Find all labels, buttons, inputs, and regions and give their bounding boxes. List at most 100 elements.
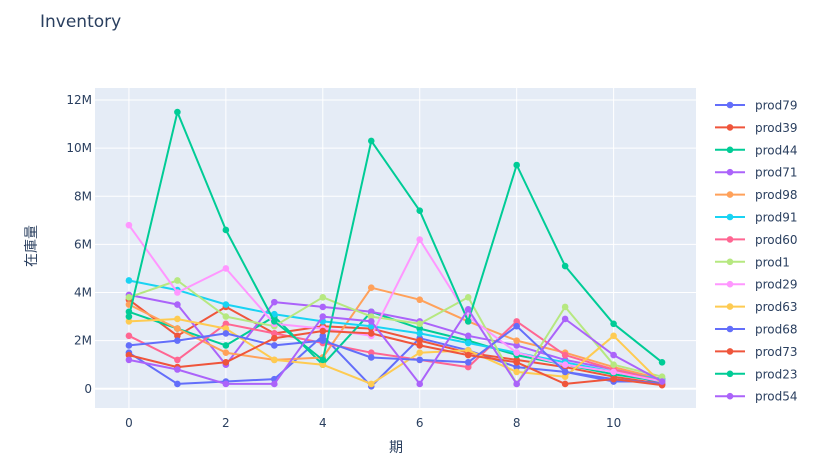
- data-point[interactable]: [367, 308, 375, 316]
- data-point[interactable]: [416, 380, 424, 388]
- data-point[interactable]: [271, 330, 278, 337]
- legend-item-prod23[interactable]: prod23: [715, 367, 798, 381]
- series-prod23[interactable]: [125, 108, 666, 366]
- legend-item-prod91[interactable]: prod91: [715, 211, 798, 225]
- data-point[interactable]: [464, 363, 472, 371]
- data-point[interactable]: [222, 226, 230, 234]
- data-point[interactable]: [561, 315, 569, 323]
- data-point[interactable]: [174, 325, 181, 332]
- data-point[interactable]: [658, 358, 666, 366]
- data-point[interactable]: [464, 294, 472, 301]
- data-point[interactable]: [319, 356, 327, 364]
- data-point[interactable]: [416, 296, 424, 304]
- data-point[interactable]: [513, 337, 520, 344]
- data-point[interactable]: [174, 301, 181, 308]
- data-point[interactable]: [367, 349, 375, 356]
- data-point[interactable]: [367, 354, 375, 361]
- data-point[interactable]: [513, 363, 520, 371]
- data-point[interactable]: [561, 368, 569, 376]
- data-point[interactable]: [174, 337, 181, 344]
- data-point[interactable]: [561, 303, 569, 311]
- data-point[interactable]: [174, 108, 181, 116]
- data-point[interactable]: [174, 366, 181, 373]
- data-point[interactable]: [319, 313, 327, 320]
- data-point[interactable]: [658, 378, 666, 385]
- data-point[interactable]: [367, 318, 375, 325]
- data-point[interactable]: [222, 330, 230, 337]
- data-point[interactable]: [367, 313, 375, 320]
- data-point[interactable]: [561, 380, 569, 388]
- data-point[interactable]: [464, 346, 472, 354]
- data-point[interactable]: [174, 315, 181, 323]
- data-point[interactable]: [125, 342, 133, 349]
- data-point[interactable]: [174, 356, 181, 364]
- data-point[interactable]: [271, 334, 278, 342]
- data-point[interactable]: [125, 356, 133, 364]
- data-point[interactable]: [416, 207, 424, 215]
- data-point[interactable]: [319, 327, 327, 335]
- legend-item-prod60[interactable]: prod60: [715, 233, 798, 247]
- legend-item-prod39[interactable]: prod39: [715, 121, 798, 135]
- data-point[interactable]: [174, 277, 181, 284]
- legend-item-prod44[interactable]: prod44: [715, 143, 798, 157]
- data-point[interactable]: [610, 375, 617, 383]
- data-point[interactable]: [125, 313, 133, 320]
- data-point[interactable]: [464, 318, 472, 325]
- legend-item-prod73[interactable]: prod73: [715, 345, 798, 359]
- data-point[interactable]: [610, 351, 617, 359]
- data-point[interactable]: [222, 320, 230, 328]
- legend-item-prod68[interactable]: prod68: [715, 323, 798, 337]
- legend-item-prod71[interactable]: prod71: [715, 166, 798, 180]
- data-point[interactable]: [222, 313, 230, 320]
- data-point[interactable]: [367, 137, 375, 145]
- data-point[interactable]: [319, 337, 327, 344]
- data-point[interactable]: [222, 325, 230, 332]
- data-point[interactable]: [513, 349, 520, 356]
- data-point[interactable]: [464, 332, 472, 340]
- data-point[interactable]: [561, 373, 569, 381]
- data-point[interactable]: [416, 356, 424, 364]
- series-prod54[interactable]: [125, 306, 666, 388]
- data-point[interactable]: [222, 301, 230, 308]
- data-point[interactable]: [513, 380, 520, 388]
- data-point[interactable]: [513, 342, 520, 349]
- data-point[interactable]: [610, 320, 617, 328]
- data-point[interactable]: [319, 361, 327, 368]
- data-point[interactable]: [513, 322, 520, 330]
- data-point[interactable]: [561, 262, 569, 270]
- data-point[interactable]: [271, 356, 278, 364]
- data-point[interactable]: [416, 236, 424, 243]
- legend-item-prod54[interactable]: prod54: [715, 390, 798, 404]
- legend-item-prod79[interactable]: prod79: [715, 99, 798, 113]
- data-point[interactable]: [416, 325, 424, 332]
- data-point[interactable]: [125, 221, 133, 229]
- data-point[interactable]: [271, 380, 278, 388]
- data-point[interactable]: [610, 332, 617, 340]
- data-point[interactable]: [416, 320, 424, 328]
- data-point[interactable]: [416, 349, 424, 356]
- data-point[interactable]: [174, 332, 181, 340]
- data-point[interactable]: [271, 310, 278, 318]
- legend-item-prod29[interactable]: prod29: [715, 278, 798, 292]
- data-point[interactable]: [367, 380, 375, 388]
- data-point[interactable]: [174, 380, 181, 388]
- data-point[interactable]: [319, 294, 327, 301]
- data-point[interactable]: [416, 342, 424, 349]
- data-point[interactable]: [464, 339, 472, 347]
- data-point[interactable]: [125, 332, 133, 340]
- legend-item-prod63[interactable]: prod63: [715, 300, 798, 314]
- data-point[interactable]: [464, 358, 472, 366]
- data-point[interactable]: [125, 294, 133, 301]
- data-point[interactable]: [367, 284, 375, 291]
- legend-item-prod1[interactable]: prod1: [715, 255, 790, 269]
- data-point[interactable]: [513, 161, 520, 169]
- data-point[interactable]: [561, 361, 569, 368]
- data-point[interactable]: [610, 361, 617, 368]
- data-point[interactable]: [561, 351, 569, 359]
- data-point[interactable]: [271, 298, 278, 306]
- data-point[interactable]: [319, 332, 327, 340]
- data-point[interactable]: [125, 318, 133, 325]
- data-point[interactable]: [367, 330, 375, 337]
- data-point[interactable]: [513, 318, 520, 325]
- data-point[interactable]: [464, 351, 472, 359]
